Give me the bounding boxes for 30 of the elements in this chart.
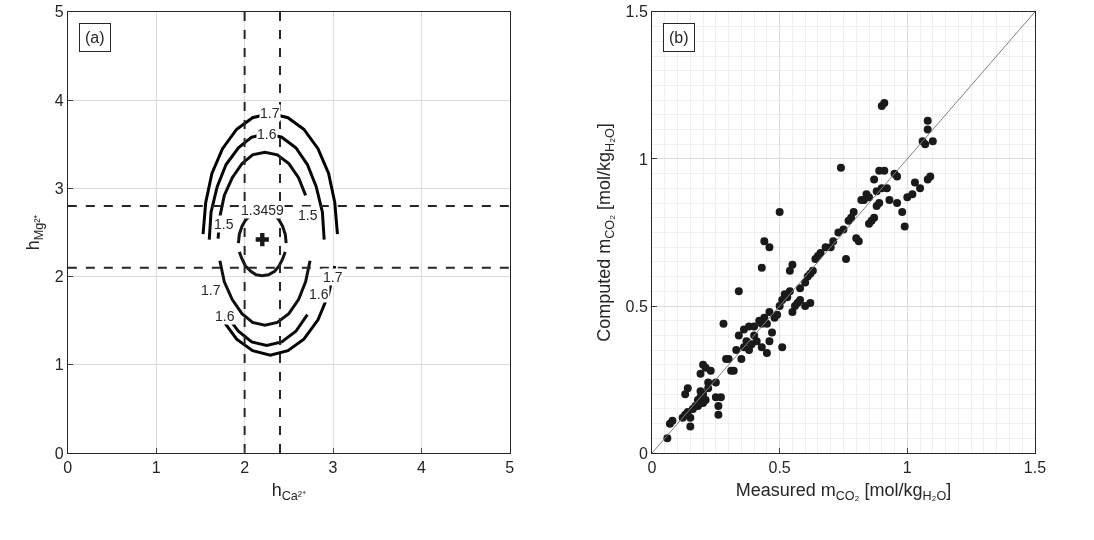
x-tick-label: 1.5: [1023, 459, 1047, 477]
y-tick-label: 0: [54, 444, 64, 462]
y-tick-label: 4: [54, 91, 64, 109]
annotation: 1.7: [260, 105, 280, 121]
annotation: 1.6: [309, 286, 329, 302]
x-axis-title: h$_{Ca²⁺}$: [271, 480, 306, 504]
y-tick-label: 3: [54, 179, 64, 197]
annotation: 1.6: [215, 308, 235, 324]
y-tick-label: 0: [638, 444, 648, 462]
x-tick-label: 4: [416, 459, 426, 477]
y-tick-label: 1: [638, 150, 648, 168]
y-tick-label: 5: [54, 3, 64, 21]
x-tick-label: 1: [151, 459, 161, 477]
annotation: 1.5: [214, 216, 234, 232]
y-tick-label: 2: [54, 268, 64, 286]
x-tick-label: 2: [240, 459, 250, 477]
annotation: 1.7: [323, 269, 343, 285]
x-tick-label: 3: [328, 459, 338, 477]
annotation: 1.5: [298, 207, 318, 223]
y-tick-label: 1: [54, 356, 64, 374]
annotation: 1.6: [257, 126, 277, 142]
annotation: 1.7: [201, 282, 221, 298]
y-tick-label: 0.5: [625, 297, 648, 315]
x-axis-title: Measured m$_{CO₂}$ [mol/kg$_{H₂O}$]: [735, 480, 952, 504]
x-tick-label: 5: [505, 459, 515, 477]
y-tick-label: 1.5: [625, 3, 648, 21]
text: (b): [669, 29, 689, 46]
text: (a): [85, 29, 105, 46]
x-tick-label: 0.5: [768, 459, 791, 477]
x-tick-label: 1: [902, 459, 912, 477]
